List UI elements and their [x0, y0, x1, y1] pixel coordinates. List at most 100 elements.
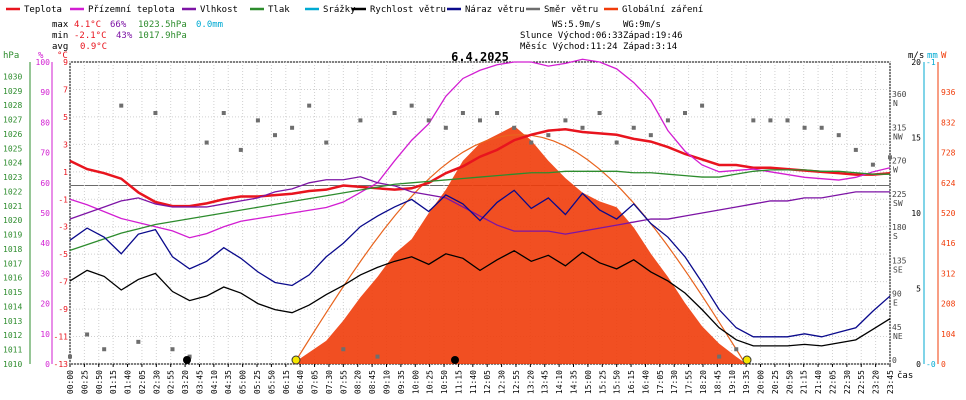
series-sm-r-v-tru-point-29 — [563, 118, 568, 123]
hum-tick-1: 10 — [40, 330, 50, 339]
press-tick-16: 1026 — [3, 130, 22, 139]
series-sm-r-v-tru-point-2 — [102, 347, 107, 352]
series-sm-r-v-tru-point-16 — [341, 347, 346, 352]
series-sm-r-v-tru-point-35 — [665, 118, 670, 123]
series-sm-r-v-tru-point-3 — [119, 103, 124, 108]
series-sm-r-v-tru-point-41 — [768, 118, 773, 123]
series-n-raz-v-tru-line — [69, 189, 891, 338]
series-sm-r-v-tru-point-36 — [683, 111, 687, 116]
x-tick-label-17: 07:05 — [311, 370, 320, 394]
wind-tick-4: 20 — [911, 58, 921, 67]
x-tick-label-4: 01:40 — [124, 370, 133, 394]
unit-rain: mm — [927, 51, 938, 61]
x-tick-label-39: 16:15 — [627, 370, 636, 394]
press-tick-11: 1021 — [3, 202, 22, 211]
press-tick-5: 1015 — [3, 288, 22, 297]
info-mesic-zapad: Západ:3:14 — [623, 42, 677, 52]
legend-label-1: Přízemní teplota — [88, 5, 175, 15]
moonset-marker — [183, 356, 191, 364]
x-tick-label-40: 16:40 — [641, 370, 650, 394]
x-tick-label-23: 09:35 — [397, 370, 406, 394]
x-tick-label-52: 21:40 — [814, 370, 823, 394]
press-tick-14: 1024 — [3, 159, 22, 168]
dir-tick-1: 315 — [892, 123, 907, 132]
series-sm-r-v-tru-point-4 — [136, 339, 141, 344]
series-sm-r-v-tru-point-9 — [221, 111, 226, 116]
moonrise-marker — [451, 356, 459, 364]
series-glob-ln-z-en--area — [70, 125, 890, 364]
series-sm-r-v-tru-point-7 — [187, 354, 192, 359]
x-tick-label-7: 02:55 — [167, 370, 176, 394]
hum-tick-8: 80 — [40, 118, 50, 127]
series-sm-r-v-tru-point-33 — [631, 125, 636, 130]
unit-temp: °C — [57, 51, 68, 61]
x-tick-label-43: 17:55 — [685, 370, 694, 394]
x-tick-label-53: 22:05 — [828, 370, 837, 394]
x-tick-label-49: 20:25 — [771, 370, 780, 394]
x-tick-label-19: 07:55 — [339, 370, 348, 394]
dir-tick-8: 0 — [892, 356, 897, 365]
x-tick-label-30: 12:30 — [498, 370, 507, 394]
temp-tick-10: 7 — [63, 85, 68, 94]
x-tick-label-29: 12:05 — [483, 370, 492, 394]
axes-layer: 00:00 00:25 00:50 01:15 01:40 02:05 02:30 02:55… — [3, 58, 956, 394]
x-tick-label-45: 18:45 — [713, 370, 722, 394]
stats-max-hum: 66% — [110, 20, 127, 30]
stats-avg-temp: 0.9°C — [80, 42, 107, 52]
series-sm-r-v-tru-point-48 — [888, 155, 892, 160]
stats-max-rain: 0.0mm — [196, 20, 223, 30]
dir-tick-3: 225 — [892, 190, 907, 199]
radiation-layer — [70, 125, 890, 365]
series-teplota-line — [69, 128, 891, 208]
clear-sky-curve — [293, 133, 746, 365]
wind-tick-3: 15 — [911, 134, 921, 143]
rad-tick-8: 832 — [941, 118, 956, 127]
series-sm-r-v-tru-point-38 — [717, 354, 722, 359]
x-tick-label-0: 00:00 — [66, 370, 75, 394]
series-tlak-line — [69, 169, 890, 252]
hum-tick-0: 0 — [45, 360, 50, 369]
press-tick-9: 1019 — [3, 231, 22, 240]
hum-tick-6: 60 — [40, 179, 50, 188]
temp-tick-9: 5 — [63, 113, 68, 122]
rad-tick-5: 520 — [941, 209, 956, 218]
x-tick-label-11: 04:35 — [224, 370, 233, 394]
series-sm-r-v-tru-point-30 — [580, 125, 585, 130]
x-tick-label-32: 13:20 — [526, 370, 535, 394]
unit-press: hPa — [3, 51, 19, 61]
dir-tick-6: 90 — [892, 290, 902, 299]
unit-hum: % — [38, 51, 44, 61]
wind-tick-0: 0 — [916, 360, 921, 369]
x-tick-label-12: 05:00 — [239, 370, 248, 394]
dir-label-4: S — [893, 232, 898, 241]
stats-block: max 4.1°C 66% 1023.5hPa 0.0mm min -2.1°C… — [52, 20, 223, 52]
rad-tick-1: 104 — [941, 330, 956, 339]
hum-tick-7: 70 — [40, 149, 50, 158]
x-tick-label-51: 21:15 — [800, 370, 809, 394]
x-tick-label-5: 02:05 — [138, 370, 147, 394]
press-tick-4: 1014 — [3, 302, 22, 311]
legend-label-2: Vlhkost — [200, 5, 238, 15]
series-sm-r-v-tru-point-26 — [512, 125, 517, 130]
x-tick-label-6: 02:30 — [152, 370, 161, 394]
chart-title: 6.4.2025 — [451, 50, 509, 64]
press-tick-3: 1013 — [3, 317, 22, 326]
series-vlhkost-line — [69, 176, 890, 235]
rad-tick-7: 728 — [941, 149, 956, 158]
series-sm-r-v-tru-point-34 — [648, 133, 653, 138]
x-tick-label-9: 03:45 — [195, 370, 204, 394]
x-tick-label-47: 19:35 — [742, 370, 751, 394]
press-tick-20: 1030 — [3, 72, 22, 81]
dir-tick-2: 270 — [892, 157, 907, 166]
stats-max-label: max — [52, 20, 69, 30]
series-sm-r-v-tru-point-11 — [255, 118, 260, 123]
x-tick-label-46: 19:10 — [728, 370, 737, 394]
legend-label-0: Teplota — [24, 5, 62, 15]
x-tick-label-1: 00:25 — [80, 370, 89, 394]
x-tick-label-10: 04:10 — [210, 370, 219, 394]
stats-min-hum: 43% — [116, 31, 133, 41]
sunrise-marker — [291, 355, 301, 365]
series-sm-r-v-tru-point-47 — [870, 162, 875, 167]
